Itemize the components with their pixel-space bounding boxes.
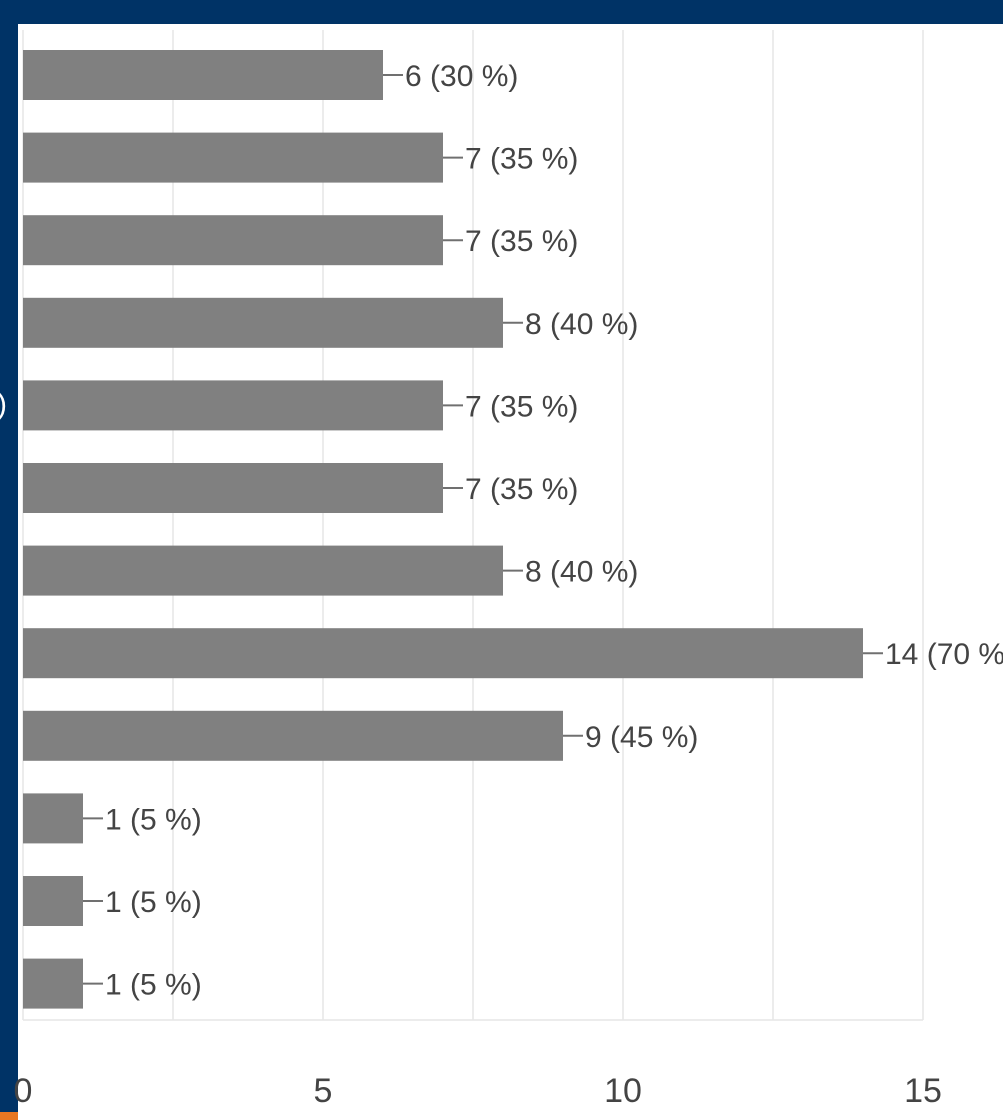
data-label: 7 (35 %) — [465, 225, 578, 258]
bar — [23, 380, 443, 431]
data-label: 1 (5 %) — [105, 969, 202, 1002]
bar — [23, 958, 83, 1009]
bar — [23, 628, 863, 679]
x-tick-label: 10 — [604, 1072, 642, 1110]
data-label: 7 (35 %) — [465, 143, 578, 176]
data-label: 9 (45 %) — [585, 721, 698, 754]
bar — [23, 793, 83, 844]
data-label: 8 (40 %) — [525, 308, 638, 341]
x-tick-label: 15 — [904, 1072, 942, 1110]
data-label: 14 (70 %) — [885, 638, 1003, 671]
x-tick-label: 0 — [14, 1072, 33, 1110]
data-label: 7 (35 %) — [465, 390, 578, 423]
data-label: 7 (35 %) — [465, 473, 578, 506]
bar — [23, 132, 443, 183]
bar — [23, 215, 443, 266]
data-labels: 6 (30 %) 7 (35 %) 7 (35 %) 8 (40 %) 7 (35 %)… — [105, 60, 1003, 1002]
bar — [23, 50, 383, 100]
bar — [23, 545, 503, 596]
data-label: 6 (30 %) — [405, 60, 518, 93]
bar — [23, 297, 503, 348]
data-label: 1 (5 %) — [105, 886, 202, 919]
label-leaders — [83, 74, 883, 985]
edge-glyph: ) — [0, 390, 7, 420]
bar — [23, 710, 563, 761]
data-label: 8 (40 %) — [525, 556, 638, 589]
accent-bar — [0, 1112, 18, 1120]
x-tick-label: 5 — [314, 1072, 333, 1110]
bar — [23, 876, 83, 926]
bars — [23, 50, 863, 1009]
bar — [23, 463, 443, 513]
grid-lines — [22, 30, 924, 1021]
data-label: 1 (5 %) — [105, 803, 202, 836]
x-tick-labels: 0 5 10 15 — [14, 1072, 942, 1110]
